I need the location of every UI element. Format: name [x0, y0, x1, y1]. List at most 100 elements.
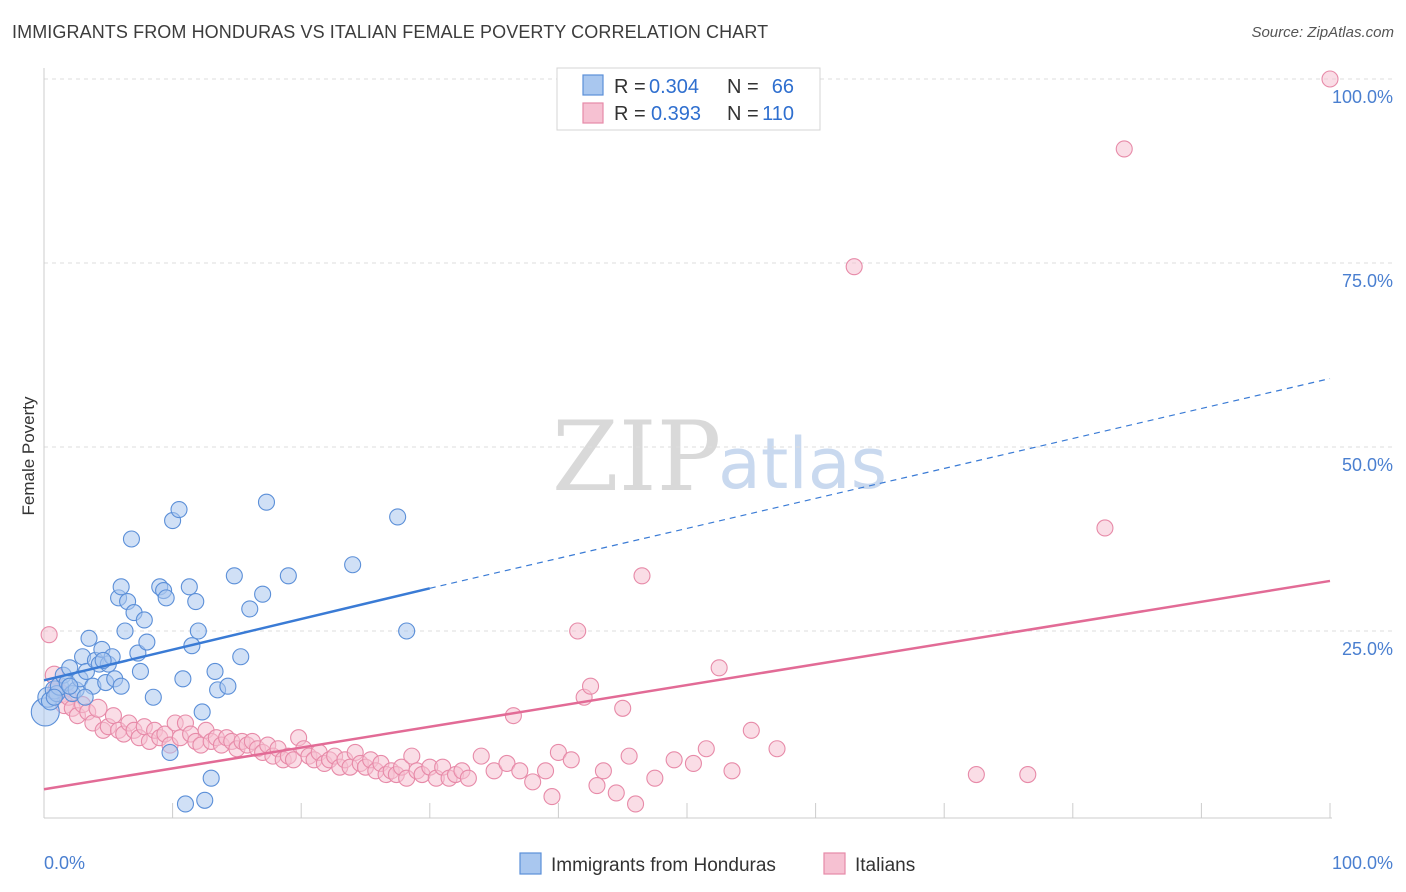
- x-tick-0: 0.0%: [44, 853, 85, 873]
- italians-point-97: [627, 795, 645, 813]
- honduras-point-61: [45, 688, 63, 706]
- honduras-point-53: [232, 648, 250, 666]
- italians-point-105: [768, 740, 786, 758]
- honduras-trend-extension: [429, 377, 1331, 589]
- honduras-point-40: [174, 670, 192, 688]
- honduras-point-48: [202, 769, 220, 787]
- honduras-point-62: [61, 677, 79, 695]
- legend-swatch-italians: [582, 102, 604, 124]
- honduras-point-37: [161, 743, 179, 761]
- legend-n-value-honduras: 66: [772, 76, 794, 98]
- italians-point-89: [562, 751, 580, 769]
- honduras-point-8: [61, 659, 79, 677]
- italians-point-104: [742, 721, 760, 739]
- italians-points: [40, 70, 1339, 813]
- series-legend: Immigrants from Honduras Italians: [519, 852, 915, 876]
- honduras-point-32: [138, 633, 156, 651]
- italians-point-107: [1019, 765, 1037, 784]
- honduras-point-57: [279, 567, 297, 585]
- honduras-point-47: [196, 791, 214, 809]
- honduras-point-44: [187, 593, 205, 611]
- honduras-point-63: [76, 688, 94, 706]
- honduras-point-27: [122, 530, 140, 548]
- italians-point-115: [967, 765, 985, 784]
- italians-point-87: [536, 762, 555, 780]
- watermark-atlas: atlas: [718, 423, 887, 505]
- italians-point-0: [40, 626, 58, 644]
- honduras-point-65: [112, 677, 130, 695]
- honduras-point-58: [344, 556, 362, 574]
- honduras-point-25: [116, 622, 134, 640]
- honduras-point-52: [225, 567, 243, 585]
- legend-n-label-italians: N =: [727, 103, 759, 125]
- legend-n-label-honduras: N =: [727, 76, 759, 98]
- honduras-point-60: [398, 622, 416, 640]
- bottom-legend-honduras: Immigrants from Honduras: [551, 855, 776, 876]
- honduras-point-49: [206, 662, 224, 681]
- italians-point-72: [403, 747, 421, 765]
- y-tick-75: 75.0%: [1342, 271, 1393, 291]
- correlation-legend: R = 0.304 N = 66 R = 0.393 N = 110: [556, 67, 821, 131]
- honduras-point-30: [131, 662, 149, 681]
- italians-point-103: [723, 762, 741, 780]
- honduras-trend-line: [43, 587, 431, 682]
- honduras-point-56: [257, 493, 276, 511]
- x-tick-marks: [43, 803, 1331, 818]
- italians-point-95: [614, 699, 632, 717]
- honduras-point-46: [193, 703, 211, 721]
- legend-n-value-italians: 110: [762, 103, 794, 125]
- bottom-legend-italians: Italians: [855, 855, 915, 876]
- italians-point-11: [88, 698, 108, 718]
- y-tick-25: 25.0%: [1342, 639, 1393, 659]
- italians-point-93: [594, 762, 612, 780]
- chart-title: IMMIGRANTS FROM HONDURAS VS ITALIAN FEMA…: [12, 22, 769, 42]
- italians-point-86: [524, 773, 542, 791]
- honduras-point-42: [180, 578, 198, 596]
- italians-point-98: [633, 567, 651, 585]
- italians-point-102: [710, 659, 728, 677]
- y-tick-labels: 25.0% 50.0% 75.0% 100.0%: [1332, 87, 1393, 659]
- y-tick-100: 100.0%: [1332, 87, 1393, 107]
- italians-point-110: [1321, 70, 1339, 88]
- italians-point-91: [581, 677, 600, 695]
- y-tick-50: 50.0%: [1342, 455, 1393, 475]
- honduras-point-45: [189, 622, 207, 640]
- trend-lines: [43, 377, 1331, 791]
- honduras-point-55: [254, 585, 272, 603]
- italians-point-14: [104, 707, 122, 725]
- italians-point-88: [549, 743, 567, 761]
- honduras-point-41: [176, 795, 195, 813]
- italians-point-85: [511, 762, 529, 780]
- italians-point-101: [684, 754, 702, 773]
- legend-swatch-honduras: [582, 74, 604, 96]
- bottom-legend-swatch-italians: [823, 852, 846, 875]
- italians-point-92: [569, 622, 587, 640]
- watermark-zip: ZIP: [552, 401, 721, 513]
- italians-point-94: [607, 784, 625, 802]
- grid-lines: [44, 78, 1392, 632]
- honduras-points: [30, 493, 416, 813]
- legend-r-value-honduras: 0.304: [649, 76, 699, 98]
- italians-point-106: [845, 258, 863, 276]
- italians-point-81: [459, 769, 477, 787]
- honduras-point-14: [80, 629, 98, 647]
- italians-point-111: [504, 707, 522, 725]
- y-axis-title: Female Poverty: [19, 396, 38, 516]
- honduras-point-31: [135, 611, 153, 629]
- italians-point-108: [1096, 519, 1114, 537]
- italians-point-83: [485, 762, 503, 780]
- legend-r-value-italians: 0.393: [651, 103, 701, 125]
- italians-point-96: [620, 747, 638, 765]
- italians-point-112: [543, 788, 561, 806]
- italians-point-109: [1115, 140, 1133, 158]
- honduras-point-24: [112, 578, 130, 596]
- source-label: Source: ZipAtlas.com: [1251, 24, 1394, 41]
- italians-point-113: [588, 777, 606, 795]
- honduras-point-33: [144, 688, 162, 706]
- honduras-point-51: [219, 677, 237, 695]
- italians-point-99: [646, 769, 664, 787]
- legend-r-label-italians: R =: [614, 103, 646, 125]
- x-tick-100: 100.0%: [1332, 853, 1393, 873]
- honduras-point-36: [157, 589, 175, 607]
